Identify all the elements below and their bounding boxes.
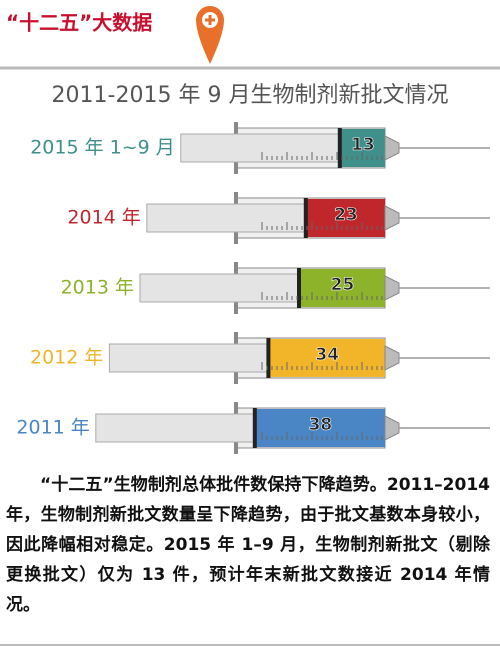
plunger-head xyxy=(297,268,301,308)
syringe-fill xyxy=(255,409,385,447)
syringe-fill xyxy=(300,269,385,307)
syringe-tip xyxy=(384,205,400,231)
syringe-tip xyxy=(384,415,400,441)
plunger-head xyxy=(252,408,257,448)
syringe-plunger xyxy=(108,343,270,373)
syringe-tip xyxy=(384,345,400,371)
value-label: 38 xyxy=(309,415,333,435)
pin-icon xyxy=(195,5,224,65)
category-label: 2011 年 xyxy=(16,417,89,439)
plunger-head xyxy=(303,198,308,238)
syringe-tip xyxy=(384,135,400,161)
value-label: 25 xyxy=(331,275,355,295)
syringe-plunger xyxy=(95,413,257,443)
chart: “十二五”大数据 2011-2015 年 9 月生物制剂新批文情况 13 2015… xyxy=(0,5,500,454)
bottom-line xyxy=(0,644,500,646)
category-label: 2015 年 1~9 月 xyxy=(30,137,175,159)
category-label: 2014 年 xyxy=(67,207,140,229)
body-text: “十二五”生物制剂总体批件数保持下降趋势。2011–2014 年，生物制剂新批文… xyxy=(6,475,490,615)
header-title: “十二五”大数据 xyxy=(6,11,152,35)
syringe-plunger xyxy=(139,273,301,303)
value-label: 13 xyxy=(351,135,375,155)
syringe-fill xyxy=(340,129,385,167)
category-label: 2013 年 xyxy=(61,277,134,299)
syringe-plunger xyxy=(146,203,308,233)
category-label: 2012 年 xyxy=(30,347,103,369)
syringe-tip xyxy=(384,275,400,301)
syringe-fill xyxy=(269,339,385,377)
value-label: 34 xyxy=(315,345,339,365)
chart-title: 2011-2015 年 9 月生物制剂新批文情况 xyxy=(52,83,449,108)
value-label: 23 xyxy=(334,205,358,225)
plunger-head xyxy=(337,128,342,168)
syringe-fill xyxy=(306,199,385,237)
plunger-head xyxy=(266,338,271,378)
